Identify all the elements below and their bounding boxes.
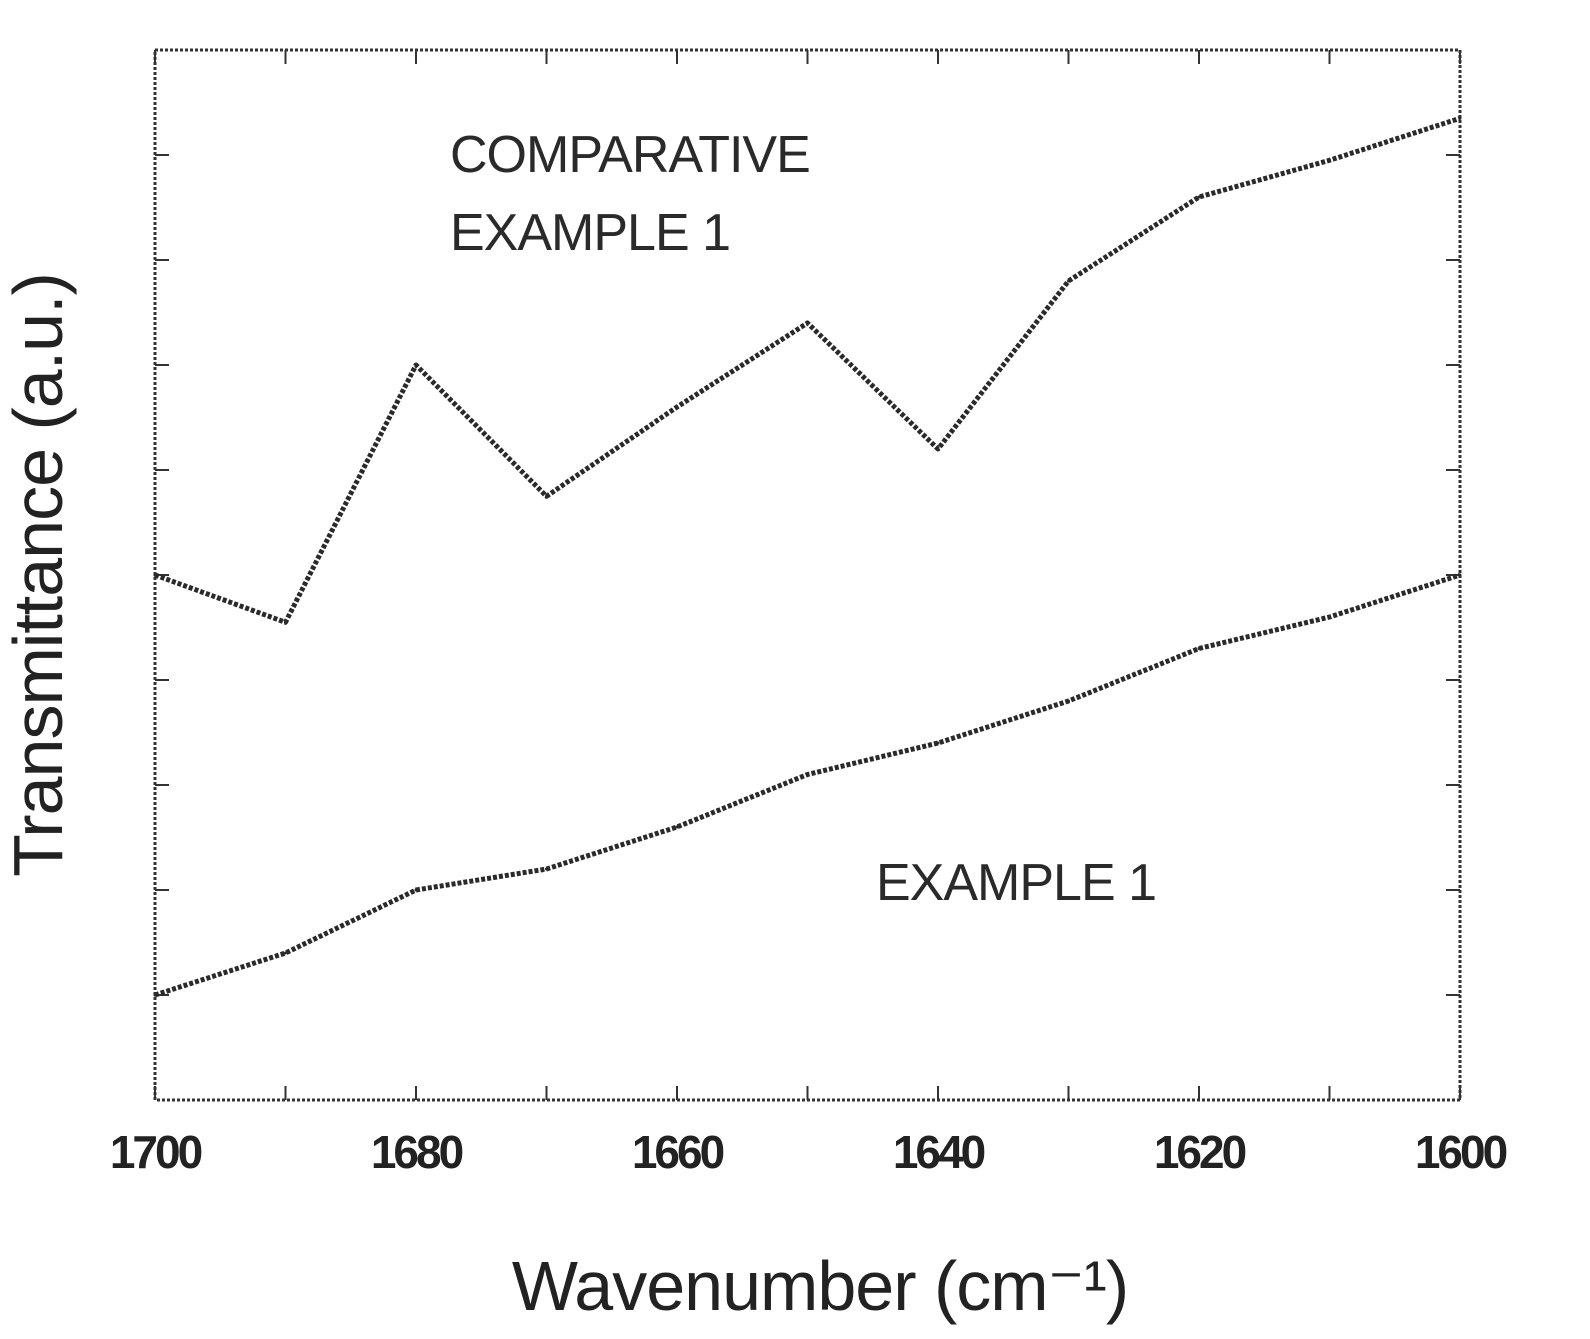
plot-frame xyxy=(153,48,1462,1102)
x-tick-label: 1620 xyxy=(1154,1126,1246,1178)
comparative-example-1-point xyxy=(153,573,157,577)
x-tick-label: 1600 xyxy=(1415,1126,1507,1178)
example-1-point xyxy=(284,951,287,955)
example-1-label: EXAMPLE 1 xyxy=(876,854,1156,912)
comparative-example-1-point xyxy=(414,363,418,367)
comparative-example-1-line xyxy=(154,115,1461,625)
example-1-point xyxy=(153,993,157,997)
series-annotations: COMPARATIVE EXAMPLE 1 EXAMPLE 1 xyxy=(450,126,1157,912)
tick-marks xyxy=(154,50,1461,1100)
x-tick-labels: 1700 1680 1660 1640 1620 1600 xyxy=(110,1126,1510,1178)
example-1-point xyxy=(675,825,679,829)
comparative-example-1-point xyxy=(675,405,679,409)
x-axis-label: Wavenumber (cm⁻¹) xyxy=(512,1247,1128,1325)
y-axis-label: Transmittance (a.u.) xyxy=(0,273,77,877)
example-1-point xyxy=(806,773,809,776)
comparative-example-1-point xyxy=(1328,158,1331,162)
comparative-example-1-point xyxy=(284,620,287,624)
comparative-example-1-point xyxy=(1458,116,1462,120)
example-1-point xyxy=(1067,699,1070,703)
x-tick-label: 1680 xyxy=(371,1126,463,1178)
comparative-example-1-point xyxy=(545,494,548,498)
example-1-point xyxy=(545,867,548,871)
example-1-point xyxy=(414,888,418,892)
example-1-point xyxy=(1328,615,1331,619)
comparative-example-1-label: COMPARATIVE xyxy=(450,126,810,184)
example-1-point xyxy=(1197,647,1201,650)
comparative-example-1-point xyxy=(1067,279,1070,283)
x-tick-label: 1660 xyxy=(632,1126,724,1178)
example-1-point xyxy=(1458,573,1462,577)
x-tick-label: 1640 xyxy=(893,1126,985,1178)
comparative-example-1-label: EXAMPLE 1 xyxy=(450,204,730,262)
data-series xyxy=(153,115,1462,998)
comparative-example-1-point xyxy=(1197,195,1201,199)
comparative-example-1-point xyxy=(806,321,809,325)
example-1-point xyxy=(936,741,940,745)
example-1-line xyxy=(154,572,1461,998)
comparative-example-1-point xyxy=(936,447,940,451)
x-tick-label: 1700 xyxy=(110,1126,202,1178)
